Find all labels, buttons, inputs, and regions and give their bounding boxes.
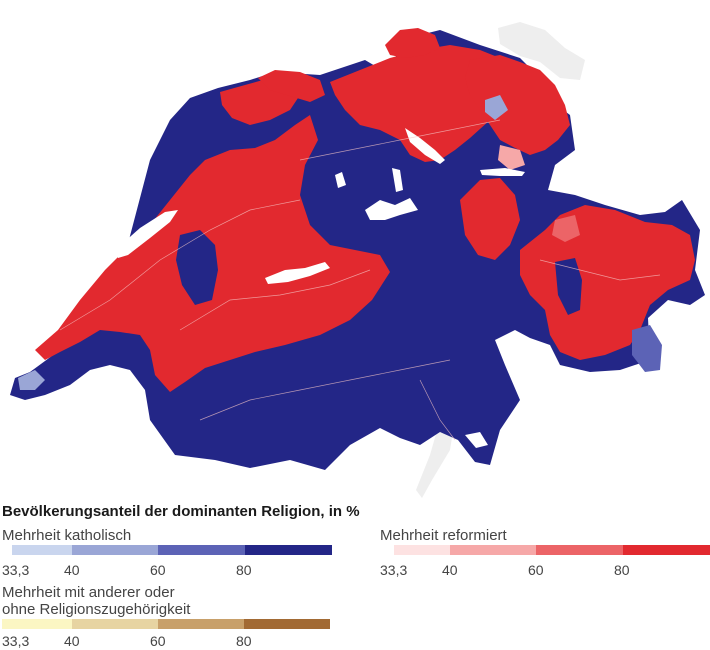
region-reformed-schaffhausen bbox=[385, 28, 440, 58]
river-lines bbox=[59, 119, 661, 441]
swatch-reformed-3 bbox=[536, 545, 623, 555]
lake-zug bbox=[392, 168, 403, 192]
region-reformed-graubuenden bbox=[520, 205, 695, 360]
lake-thun-brienz bbox=[265, 262, 330, 284]
lake-constance bbox=[498, 22, 585, 80]
patch-light-catholic-zurich bbox=[485, 95, 508, 120]
region-reformed-ticino-east bbox=[555, 258, 582, 315]
region-reformed-basel bbox=[258, 70, 325, 102]
swatch-other-3 bbox=[158, 619, 244, 629]
lake-lucerne bbox=[365, 198, 418, 220]
religion-map bbox=[10, 22, 705, 498]
swatch-other-4 bbox=[244, 619, 330, 629]
region-reformed-innerschweiz bbox=[176, 230, 218, 305]
legend-group-catholic: Mehrheit katholisch 33,3 40 60 80 bbox=[2, 527, 332, 578]
lake-neuchatel bbox=[115, 210, 178, 258]
legend-bar-other bbox=[2, 619, 330, 629]
swatch-other-1 bbox=[2, 619, 72, 629]
switzerland-map-svg bbox=[10, 22, 705, 498]
swatch-catholic-1 bbox=[12, 545, 72, 555]
region-reformed-glarus bbox=[460, 178, 520, 260]
tick-reformed-2: 40 bbox=[442, 562, 458, 578]
legend-group-reformed: Mehrheit reformiert 33,3 40 60 80 bbox=[380, 527, 710, 578]
legend-label-other-line1: Mehrheit mit anderer oder bbox=[2, 584, 175, 601]
tick-other-1: 33,3 bbox=[2, 633, 30, 649]
swatch-reformed-2 bbox=[450, 545, 536, 555]
patch-light-reformed-chur bbox=[552, 215, 580, 242]
tick-catholic-3: 60 bbox=[150, 562, 166, 578]
lake-maggiore bbox=[416, 418, 455, 498]
legend-label-catholic: Mehrheit katholisch bbox=[2, 527, 132, 544]
swatch-catholic-4 bbox=[245, 545, 332, 555]
swatch-other-2 bbox=[72, 619, 158, 629]
patch-light-catholic-engadin bbox=[632, 325, 662, 372]
legend-label-reformed: Mehrheit reformiert bbox=[380, 527, 507, 544]
tick-other-4: 80 bbox=[236, 633, 252, 649]
legend-bar-reformed bbox=[394, 545, 710, 555]
legend-title: Bevölkerungsanteil der dominanten Religi… bbox=[2, 503, 360, 520]
legend-label-other-line2: ohne Religionszugehörigkeit bbox=[2, 601, 191, 618]
swatch-reformed-1 bbox=[394, 545, 450, 555]
legend-bar-catholic bbox=[12, 545, 332, 555]
tick-reformed-3: 60 bbox=[528, 562, 544, 578]
patch-light-catholic-geneva bbox=[18, 370, 45, 390]
lake-sempach bbox=[335, 172, 346, 188]
patch-light-reformed-stgallen bbox=[498, 145, 525, 170]
swatch-catholic-2 bbox=[72, 545, 158, 555]
tick-reformed-4: 80 bbox=[614, 562, 630, 578]
swatch-reformed-4 bbox=[623, 545, 710, 555]
legend-group-other: Mehrheit mit anderer oder ohne Religions… bbox=[2, 584, 332, 649]
tick-catholic-1: 33,3 bbox=[2, 562, 30, 578]
swatch-catholic-3 bbox=[158, 545, 245, 555]
tick-reformed-1: 33,3 bbox=[380, 562, 408, 578]
lake-walensee bbox=[480, 168, 525, 176]
lake-lugano bbox=[465, 432, 488, 448]
tick-other-2: 40 bbox=[64, 633, 80, 649]
tick-catholic-4: 80 bbox=[236, 562, 252, 578]
region-reformed-thurgau-stgallen bbox=[465, 55, 570, 155]
tick-other-3: 60 bbox=[150, 633, 166, 649]
tick-catholic-2: 40 bbox=[64, 562, 80, 578]
